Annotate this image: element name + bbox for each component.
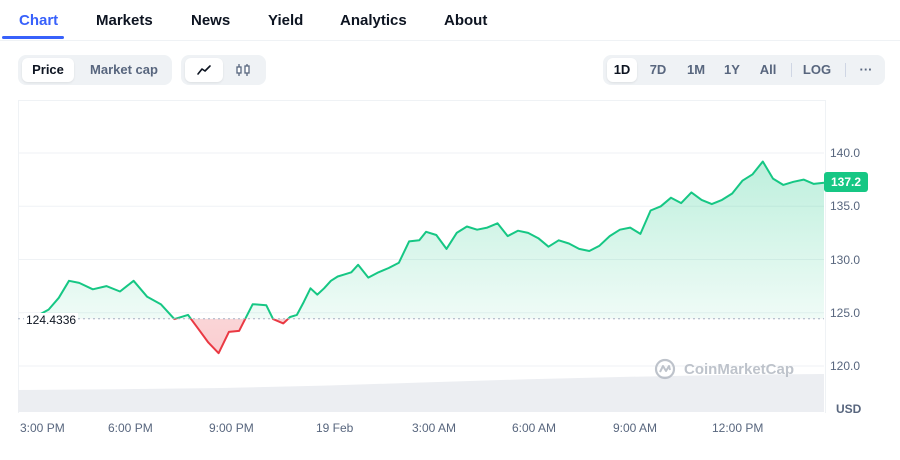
y-tick-label: 125.0 <box>830 306 861 320</box>
line-chart-icon <box>197 65 211 75</box>
range-1y[interactable]: 1Y <box>724 62 740 77</box>
currency-label: USD <box>836 402 862 416</box>
price-option[interactable]: Price <box>22 58 74 82</box>
tab-news[interactable]: News <box>191 12 231 29</box>
divider <box>791 63 792 77</box>
candlestick-icon <box>236 64 250 76</box>
tab-yield[interactable]: Yield <box>268 12 304 29</box>
y-tick-label: 130.0 <box>830 253 861 267</box>
range-1d[interactable]: 1D <box>607 58 637 82</box>
tab-markets[interactable]: Markets <box>96 12 153 29</box>
tab-bar: Chart Markets News Yield Analytics About <box>0 0 900 41</box>
range-1m[interactable]: 1M <box>686 62 706 77</box>
price-line-down <box>172 318 290 355</box>
more-options-button[interactable]: ··· <box>859 62 873 77</box>
x-tick-label: 6:00 PM <box>108 421 153 435</box>
price-area-down <box>174 318 289 354</box>
watermark-text: CoinMarketCap <box>684 360 795 378</box>
baseline-price-label: 124.4336 <box>24 313 79 327</box>
tab-chart[interactable]: Chart <box>19 12 59 29</box>
chart-style-toggle <box>181 55 266 85</box>
tab-about[interactable]: About <box>444 12 488 29</box>
market-cap-option[interactable]: Market cap <box>90 62 158 77</box>
x-tick-label: 3:00 PM <box>20 421 65 435</box>
price-area-up <box>35 161 824 319</box>
price-line-up <box>34 160 824 319</box>
x-tick-label: 6:00 AM <box>512 421 557 435</box>
coinmarketcap-logo-icon <box>654 358 676 380</box>
candlestick-button[interactable] <box>225 58 263 82</box>
range-7d[interactable]: 7D <box>649 62 667 77</box>
tab-analytics[interactable]: Analytics <box>340 12 407 29</box>
current-price-badge: 137.2 <box>824 172 868 192</box>
active-tab-indicator <box>2 36 64 39</box>
y-tick-label: 135.0 <box>830 199 861 213</box>
x-tick-label: 9:00 PM <box>209 421 254 435</box>
x-tick-label: 9:00 AM <box>613 421 658 435</box>
coinmarketcap-watermark: CoinMarketCap <box>654 358 794 380</box>
line-chart-button[interactable] <box>185 58 223 82</box>
divider <box>845 63 846 77</box>
data-type-toggle: Price Market cap <box>18 55 172 85</box>
x-tick-label: 12:00 PM <box>712 421 764 435</box>
y-tick-label: 140.0 <box>830 146 861 160</box>
x-tick-label: 19 Feb <box>316 421 354 435</box>
volume-area <box>18 374 824 412</box>
log-scale-button[interactable]: LOG <box>802 62 832 77</box>
x-tick-label: 3:00 AM <box>412 421 457 435</box>
chart-frame <box>18 100 826 413</box>
time-range-toggle: 1D 7D 1M 1Y All LOG ··· <box>603 55 885 85</box>
range-all[interactable]: All <box>759 62 777 77</box>
y-tick-label: 120.0 <box>830 359 861 373</box>
